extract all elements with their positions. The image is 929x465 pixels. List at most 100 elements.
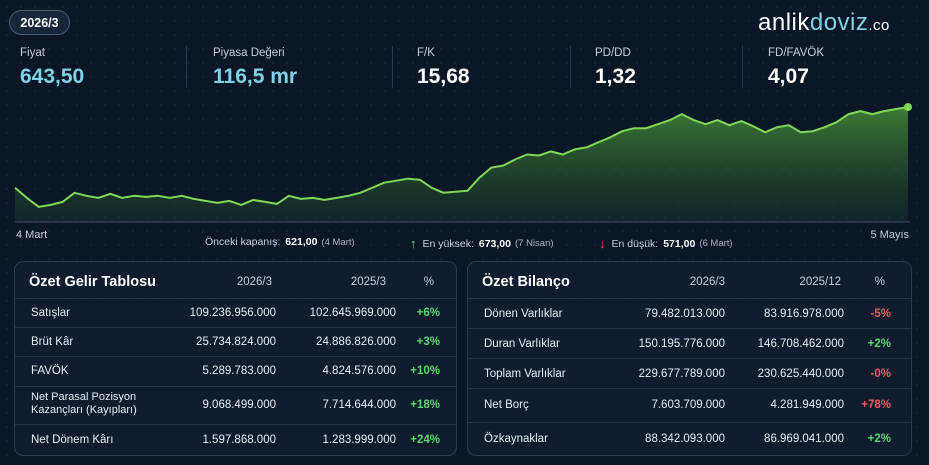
value-current: 7.603.709.000 xyxy=(651,399,725,411)
value-current: 25.734.824.000 xyxy=(196,336,276,348)
price-chart[interactable] xyxy=(0,95,929,230)
row-label: FAVÖK xyxy=(31,365,69,377)
kpi-value: 4,07 xyxy=(768,65,809,88)
kpi-label: Fiyat xyxy=(20,47,45,59)
kpi-value: 643,50 xyxy=(20,65,85,88)
value-current: 79.482.013.000 xyxy=(645,308,725,320)
brand-logo[interactable]: anlikdoviz.co xyxy=(758,9,890,37)
value-previous: 4.281.949.000 xyxy=(770,399,844,411)
kpi-ev-ebitda: FD/FAVÖK 4,07 xyxy=(768,47,824,89)
value-previous: 86.969.041.000 xyxy=(764,433,844,445)
row-label: Brüt Kâr xyxy=(31,336,74,348)
axis-start-label: 4 Mart xyxy=(16,229,48,241)
high-date: (7 Nisan) xyxy=(514,238,554,249)
low-value: 571,00 xyxy=(663,237,696,250)
column-header: 2025/3 xyxy=(350,276,386,288)
change-percent: +2% xyxy=(867,338,891,350)
row-label: Toplam Varlıklar xyxy=(484,368,566,380)
table-row[interactable]: Brüt Kâr 25.734.824.000 24.886.826.000 +… xyxy=(15,327,456,356)
table-row[interactable]: Özkaynaklar 88.342.093.000 86.969.041.00… xyxy=(468,422,911,455)
table-row[interactable]: Net Parasal Pozisyon Kazançları (Kayıpla… xyxy=(15,386,456,424)
row-label: Satışlar xyxy=(31,307,70,319)
change-percent: +3% xyxy=(416,336,440,348)
row-label: Net Parasal Pozisyon Kazançları (Kayıpla… xyxy=(31,391,137,416)
row-label: Dönen Varlıklar xyxy=(484,308,563,320)
balance-sheet-panel: Özet Bilanço 2026/3 2025/12 % Dönen Varl… xyxy=(467,261,912,456)
arrow-down-icon: ↓ xyxy=(599,236,606,251)
panel-title: Özet Bilanço xyxy=(482,274,570,290)
kpi-label: PD/DD xyxy=(595,47,631,59)
change-percent: +10% xyxy=(410,365,440,377)
value-current: 5.289.783.000 xyxy=(202,365,276,377)
row-label: Duran Varlıklar xyxy=(484,338,560,350)
column-header: % xyxy=(874,276,885,288)
table-row[interactable]: Duran Varlıklar 150.195.776.000 146.708.… xyxy=(468,328,911,358)
value-current: 150.195.776.000 xyxy=(638,338,725,350)
panel-header: Özet Bilanço 2026/3 2025/12 % xyxy=(468,262,911,298)
change-percent: -5% xyxy=(870,308,891,320)
prev-close-stat: Önceki kapanış: 621,00 (4 Mart) xyxy=(205,236,355,248)
value-previous: 102.645.969.000 xyxy=(309,307,396,319)
table-row[interactable]: Toplam Varlıklar 229.677.789.000 230.625… xyxy=(468,358,911,388)
period-badge[interactable]: 2026/3 xyxy=(9,10,70,35)
income-statement-panel: Özet Gelir Tablosu 2026/3 2025/3 % Satış… xyxy=(14,261,457,456)
kpi-pe: F/K 15,68 xyxy=(417,47,470,89)
value-previous: 4.824.576.000 xyxy=(322,365,396,377)
last-price-dot[interactable] xyxy=(904,103,912,112)
value-current: 1.597.868.000 xyxy=(202,434,276,446)
price-area xyxy=(15,107,908,222)
kpi-label: Piyasa Değeri xyxy=(213,47,285,59)
value-current: 88.342.093.000 xyxy=(645,433,725,445)
table-row[interactable]: FAVÖK 5.289.783.000 4.824.576.000 +10% xyxy=(15,356,456,386)
table-row[interactable]: Dönen Varlıklar 79.482.013.000 83.916.97… xyxy=(468,298,911,328)
column-header: % xyxy=(423,276,434,288)
prev-close-value: 621,00 xyxy=(285,236,318,248)
table-row[interactable]: Net Borç 7.603.709.000 4.281.949.000 +78… xyxy=(468,388,911,422)
kpi-divider xyxy=(742,46,743,88)
arrow-up-icon: ↑ xyxy=(410,236,417,251)
column-header: 2025/12 xyxy=(799,276,841,288)
price-line xyxy=(14,106,909,208)
panel-title: Özet Gelir Tablosu xyxy=(29,274,157,290)
change-percent: +6% xyxy=(416,307,440,319)
change-percent: -0% xyxy=(870,368,891,380)
row-label: Özkaynaklar xyxy=(484,433,548,445)
axis-end-label: 5 Mayıs xyxy=(870,229,909,241)
row-label: Net Borç xyxy=(484,399,529,411)
value-previous: 1.283.999.000 xyxy=(322,434,396,446)
panel-header: Özet Gelir Tablosu 2026/3 2025/3 % xyxy=(15,262,456,298)
value-current: 229.677.789.000 xyxy=(638,368,725,380)
change-percent: +78% xyxy=(861,399,891,411)
value-current: 109.236.956.000 xyxy=(189,307,276,319)
change-percent: +18% xyxy=(410,399,440,411)
column-header: 2026/3 xyxy=(689,276,725,288)
high-label: En yüksek: xyxy=(422,237,474,250)
value-current: 9.068.499.000 xyxy=(202,399,276,411)
kpi-pb: PD/DD 1,32 xyxy=(595,47,636,89)
high-stat: ↑ En yüksek: 673,00 (7 Nisan) xyxy=(410,236,554,251)
kpi-value: 116,5 mr xyxy=(213,65,298,88)
value-previous: 146.708.462.000 xyxy=(757,338,844,350)
table-row[interactable]: Net Dönem Kârı 1.597.868.000 1.283.999.0… xyxy=(15,424,456,455)
value-previous: 83.916.978.000 xyxy=(764,308,844,320)
value-previous: 7.714.644.000 xyxy=(322,399,396,411)
logo-part-1: anlik xyxy=(758,9,810,36)
kpi-price: Fiyat 643,50 xyxy=(20,47,84,89)
kpi-label: F/K xyxy=(417,47,435,59)
logo-part-2: doviz xyxy=(809,9,869,36)
prev-close-label: Önceki kapanış: xyxy=(205,236,281,248)
table-row[interactable]: Satışlar 109.236.956.000 102.645.969.000… xyxy=(15,298,456,327)
column-header: 2026/3 xyxy=(236,276,272,288)
low-label: En düşük: xyxy=(611,237,659,250)
row-label: Net Dönem Kârı xyxy=(31,434,114,446)
logo-part-3: .co xyxy=(868,17,890,34)
kpi-divider xyxy=(392,46,393,88)
kpi-divider xyxy=(186,46,187,88)
kpi-value: 15,68 xyxy=(417,65,470,88)
low-date: (6 Mart) xyxy=(699,238,733,249)
change-percent: +2% xyxy=(867,433,891,445)
kpi-label: FD/FAVÖK xyxy=(768,47,825,59)
change-percent: +24% xyxy=(410,434,440,446)
kpi-market-cap: Piyasa Değeri 116,5 mr xyxy=(213,47,297,89)
kpi-divider xyxy=(570,46,571,88)
